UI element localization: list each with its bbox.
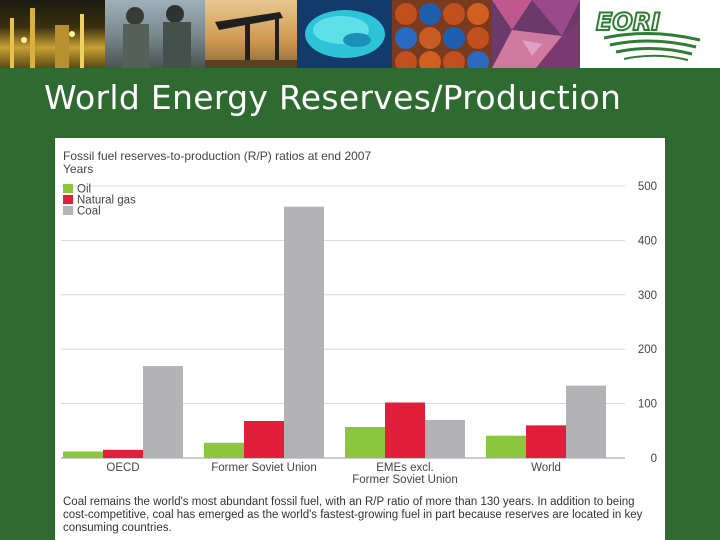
legend-label: Oil [77, 184, 91, 196]
y-tick-label: 300 [638, 290, 657, 302]
header-photo-strip: EORI [0, 0, 720, 68]
x-tick-label-line: OECD [106, 462, 139, 474]
mineral-photo [492, 0, 580, 68]
x-tick-label-line: World [531, 462, 561, 474]
legend-swatch-natural-gas [63, 195, 73, 204]
bar-natural-gas [385, 402, 425, 458]
x-tick-label: Former Soviet Union [211, 462, 316, 474]
bar-oil [345, 426, 385, 458]
y-tick-label: 100 [638, 399, 657, 411]
y-tick-label: 500 [638, 181, 657, 193]
pumpjack-photo [205, 0, 297, 68]
chart-panel: Fossil fuel reserves-to-production (R/P)… [55, 138, 665, 540]
bar-coal [143, 366, 183, 458]
x-tick-label-line: EMEs excl. [376, 462, 434, 474]
bar-natural-gas [244, 421, 284, 458]
legend-label: Coal [77, 206, 101, 218]
refinery-photo [0, 0, 105, 68]
bar-oil [486, 435, 526, 458]
y-tick-label: 200 [638, 344, 657, 356]
bar-coal [566, 385, 606, 458]
y-axis-label: Years [63, 162, 93, 176]
eori-logo: EORI [590, 0, 720, 68]
bar-oil [204, 442, 244, 458]
bar-coal [425, 419, 465, 458]
geology-model-photo [297, 0, 392, 68]
x-tick-label: EMEs excl. Former Soviet Union [352, 462, 457, 486]
x-tick-label: OECD [106, 462, 139, 474]
x-tick-label-line: Former Soviet Union [211, 462, 316, 474]
x-tick-label: World [531, 462, 561, 474]
bar-natural-gas [103, 449, 143, 458]
bar-chart: Fossil fuel reserves-to-production (R/P)… [61, 149, 657, 486]
bar-oil [63, 451, 103, 458]
workers-photo [105, 0, 205, 68]
bar-coal [284, 206, 324, 458]
slide-title: World Energy Reserves/Production [44, 78, 622, 117]
chart-title: Fossil fuel reserves-to-production (R/P)… [63, 149, 371, 163]
chart-caption: Coal remains the world's most abundant f… [63, 496, 643, 534]
oil-barrels-photo [392, 0, 492, 68]
legend-swatch-coal [63, 206, 73, 215]
y-tick-label: 400 [638, 235, 657, 247]
legend-label: Natural gas [77, 195, 136, 207]
y-tick-label: 0 [651, 453, 657, 465]
legend-swatch-oil [63, 184, 73, 193]
svg-text:EORI: EORI [596, 8, 660, 36]
bar-natural-gas [526, 425, 566, 458]
x-tick-label-line: Former Soviet Union [352, 474, 457, 486]
